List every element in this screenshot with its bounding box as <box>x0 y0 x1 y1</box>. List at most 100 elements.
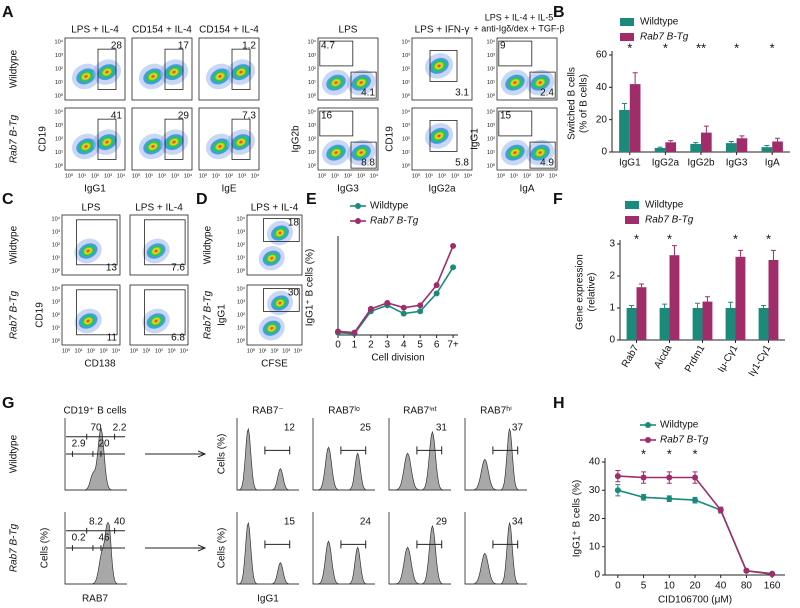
x-tick-label: 0 <box>615 581 621 592</box>
gate <box>429 120 458 152</box>
plot-title: RAB7ⁱⁿᵗ <box>403 406 437 417</box>
y-tick-label: 2 <box>609 271 615 282</box>
row-label: Rab7 B-Tg <box>9 523 20 572</box>
log-tick-label: 10³ <box>55 123 63 129</box>
bar <box>735 256 746 340</box>
log-tick-label: 10⁴ <box>402 38 411 45</box>
gate-value: 20 <box>98 439 110 450</box>
plot-title: LPS + IL-4 <box>251 203 299 214</box>
x-tick-label: Prdm1 <box>683 343 707 374</box>
panel-label: D <box>196 191 208 208</box>
gate-value: 4.7 <box>321 41 335 52</box>
histogram <box>237 521 299 585</box>
y-tick-label: 40 <box>596 82 608 93</box>
log-tick-label: 10⁴ <box>117 172 126 179</box>
gate-value: 30 <box>288 288 300 299</box>
gate <box>97 118 117 160</box>
y-tick-label: 0 <box>594 570 600 581</box>
y-axis-label: Cells (%) <box>40 528 51 569</box>
log-tick-label: 10¹ <box>237 255 245 261</box>
x-axis-label: IgG3 <box>337 184 359 195</box>
x-tick-label: IgG3 <box>726 158 748 169</box>
log-tick-label: 10⁴ <box>112 347 121 354</box>
x-tick-label: 3 <box>385 340 391 351</box>
y-axis-label: Switched B cells <box>567 67 578 140</box>
error-bar <box>632 72 638 85</box>
log-tick-label: 10¹ <box>402 80 410 86</box>
log-tick-label: 10⁰ <box>199 172 208 179</box>
significance-mark: * <box>667 231 672 246</box>
gate-value: 11 <box>107 333 118 344</box>
log-tick-label: 10³ <box>536 173 544 179</box>
log-tick-label: 10⁴ <box>52 215 61 222</box>
log-tick-label: 10² <box>487 136 495 142</box>
line <box>337 245 454 334</box>
log-tick-label: 10² <box>91 173 99 179</box>
log-tick-label: 10⁰ <box>237 267 246 274</box>
x-tick-label: 80 <box>741 581 753 592</box>
y-axis-label: CD19 <box>35 302 46 328</box>
log-tick-label: 10³ <box>104 173 112 179</box>
bar <box>692 308 703 340</box>
log-tick-label: 10¹ <box>425 173 433 179</box>
log-tick-label: 10⁴ <box>549 172 558 179</box>
legend-swatch <box>625 201 639 209</box>
cell-population <box>97 134 117 151</box>
log-tick-label: 10⁴ <box>294 347 303 354</box>
y-axis-label: IgG1 <box>470 128 481 150</box>
histogram <box>389 430 451 491</box>
significance-mark: * <box>641 446 646 461</box>
gate <box>97 48 117 90</box>
x-tick-label: Iμ-Cγ1 <box>716 343 741 375</box>
row-label: Wildtype <box>9 49 20 88</box>
cell-population <box>429 127 449 144</box>
legend-swatch <box>625 216 639 224</box>
cell-population <box>97 64 117 81</box>
point <box>400 304 407 311</box>
gate <box>350 141 377 169</box>
log-tick-label: 10¹ <box>259 348 267 354</box>
error-bar <box>638 283 644 288</box>
log-tick-label: 10⁴ <box>52 285 61 292</box>
bar <box>758 308 769 340</box>
bar <box>772 141 783 152</box>
point <box>614 473 621 480</box>
x-tick-label: Aicda <box>652 343 674 371</box>
log-tick-label: 10⁰ <box>55 92 64 99</box>
histogram <box>65 427 127 491</box>
gate-value: 9 <box>500 41 506 52</box>
cell-population <box>262 320 281 336</box>
log-tick-label: 10⁰ <box>308 92 317 99</box>
plot-title: RAB7ˡᵒ <box>328 406 360 417</box>
x-axis-label: CD138 <box>84 359 116 370</box>
x-tick-label: Iγ1-Cγ1 <box>747 343 774 379</box>
plot-title: CD154 + IL-4 <box>132 25 192 36</box>
x-tick-label: 2 <box>368 340 374 351</box>
log-tick-label: 10⁴ <box>308 108 317 115</box>
legend-label: Wildtype <box>370 201 409 212</box>
plot-title: LPS + IFN-γ <box>415 25 470 36</box>
legend-label: Rab7 B-Tg <box>370 216 419 227</box>
error-bar <box>703 125 709 133</box>
x-axis-label: IgG2a <box>428 184 456 195</box>
bar <box>725 308 736 340</box>
x-tick-label: IgG2b <box>687 158 715 169</box>
cell-population <box>164 64 184 81</box>
bar <box>736 138 748 152</box>
log-tick-label: 10¹ <box>487 80 495 86</box>
log-tick-label: 10⁰ <box>130 347 139 354</box>
x-axis-label: IgE <box>221 184 236 195</box>
x-tick-label: 6 <box>434 340 440 351</box>
log-tick-label: 10⁰ <box>412 172 421 179</box>
log-tick-label: 10⁰ <box>402 92 411 99</box>
error-bar <box>629 304 635 308</box>
bar <box>768 260 779 340</box>
log-tick-label: 10² <box>225 173 233 179</box>
log-tick-label: 10² <box>344 173 352 179</box>
line <box>337 266 454 335</box>
gate <box>529 141 556 169</box>
bar <box>669 255 680 340</box>
panel-label: H <box>553 395 565 412</box>
histogram <box>237 427 299 491</box>
row-label: Rab7 B-Tg <box>9 114 20 163</box>
